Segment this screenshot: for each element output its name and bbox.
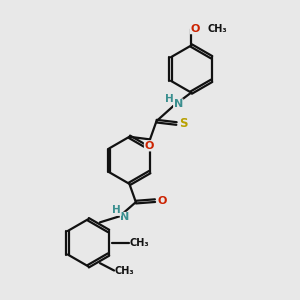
Text: S: S: [179, 117, 188, 130]
Text: O: O: [144, 141, 154, 151]
Text: H: H: [165, 94, 174, 104]
Text: N: N: [120, 212, 130, 222]
Text: CH₃: CH₃: [130, 238, 149, 248]
Text: N: N: [174, 99, 183, 109]
Text: H: H: [112, 206, 121, 215]
Text: CH₃: CH₃: [207, 24, 227, 34]
Text: O: O: [158, 196, 167, 206]
Text: CH₃: CH₃: [115, 266, 135, 275]
Text: O: O: [190, 24, 200, 34]
